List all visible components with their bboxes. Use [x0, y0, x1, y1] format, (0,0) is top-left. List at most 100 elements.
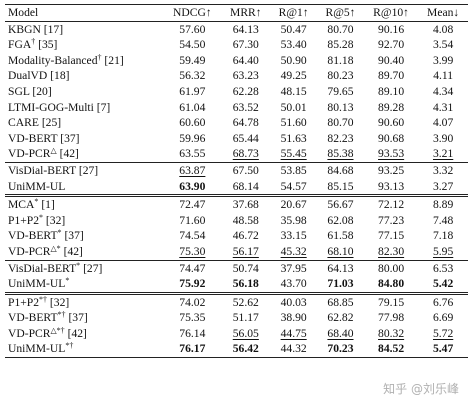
cell-r10: 90.68 [378, 131, 405, 145]
cell-mrr: 52.62 [232, 295, 259, 309]
cell-mean: 3.21 [432, 147, 454, 161]
cell-mrr: 37.68 [232, 198, 259, 212]
table-row: FGA† [35] 54.50 67.30 53.40 85.28 92.70 3.54 [5, 37, 468, 53]
model-citation: [42] [64, 326, 87, 340]
cell-mean: 4.31 [432, 100, 454, 114]
model-superscript: † [31, 37, 36, 47]
cell-r1: 50.01 [280, 100, 307, 114]
model-superscript: * [39, 212, 44, 222]
header-mrr: MRR↑ [230, 6, 262, 19]
model-name: LTMI-GOG-Multi [7] [8, 100, 111, 114]
model-superscript: △ [50, 146, 57, 156]
cell-mean: 6.76 [432, 295, 454, 309]
model-name: FGA† [35] [8, 37, 58, 52]
model-citation: [32] [43, 213, 66, 227]
cell-mrr: 64.13 [232, 22, 259, 36]
cell-r5: 56.67 [327, 198, 354, 212]
table-row: LTMI-GOG-Multi [7] 61.04 63.52 50.01 80.13 89… [5, 100, 468, 116]
cell-r5: 68.10 [327, 244, 354, 258]
model-superscript: * [57, 228, 62, 238]
cell-mrr: 63.23 [232, 69, 259, 83]
table-row: VD-BERT* [37] 74.54 46.72 33.15 61.58 77.15 7.… [5, 228, 468, 244]
row-group: VisDial-BERT [27] 63.87 67.50 53.85 84.68 93.… [5, 162, 468, 195]
cell-r10: 84.52 [378, 342, 405, 356]
cell-mrr: 56.05 [232, 326, 259, 340]
cell-r5: 84.68 [327, 163, 354, 177]
cell-ndcg: 71.60 [179, 213, 206, 227]
cell-ndcg: 59.49 [179, 53, 206, 67]
model-name: P1+P2*† [32] [8, 294, 70, 309]
model-name: Modality-Balanced† [21] [8, 52, 124, 67]
cell-r10: 89.28 [378, 100, 405, 114]
table-row: Modality-Balanced† [21] 59.49 64.40 50.90 81… [5, 53, 468, 69]
table-row: VisDial-BERT [27] 63.87 67.50 53.85 84.68 93.… [5, 162, 468, 178]
model-superscript: △* [50, 243, 61, 253]
cell-r10: 93.13 [378, 179, 405, 193]
model-citation: [37] [61, 229, 84, 243]
cell-r10: 77.23 [378, 213, 405, 227]
model-name: CARE [25] [8, 116, 62, 130]
table-row: MCA* [1] 72.47 37.68 20.67 56.67 72.12 8.89 [5, 196, 468, 213]
cell-ndcg: 54.50 [179, 38, 206, 52]
cell-ndcg: 57.60 [179, 22, 206, 36]
cell-r5: 61.58 [327, 229, 354, 243]
model-citation: [1] [38, 198, 55, 212]
cell-mrr: 50.74 [232, 261, 259, 275]
cell-mrr: 51.17 [232, 311, 259, 325]
model-name: P1+P2* [32] [8, 212, 66, 227]
cell-r5: 80.70 [327, 22, 354, 36]
cell-r10: 93.53 [378, 147, 405, 161]
cell-mrr: 68.73 [232, 147, 259, 161]
model-superscript: * [76, 260, 81, 270]
table-header: Model NDCG↑ MRR↑ R@1↑ R@5↑ R@10↑ Mean↓ [5, 4, 468, 22]
header-row: Model NDCG↑ MRR↑ R@1↑ R@5↑ R@10↑ Mean↓ [5, 5, 468, 22]
cell-r5: 79.65 [327, 84, 354, 98]
row-group: P1+P2*† [32] 74.02 52.62 40.03 68.85 79.15 6.7… [5, 293, 468, 341]
cell-r1: 40.03 [280, 295, 307, 309]
cell-r10: 93.25 [378, 163, 405, 177]
cell-r10: 79.15 [378, 295, 405, 309]
cell-ndcg: 76.17 [179, 342, 206, 356]
cell-mean: 6.69 [432, 311, 454, 325]
cell-ndcg: 60.60 [179, 116, 206, 130]
cell-ndcg: 74.47 [179, 261, 206, 275]
results-table: Model NDCG↑ MRR↑ R@1↑ R@5↑ R@10↑ Mean↓ KBGN [1… [5, 4, 468, 358]
cell-r10: 77.98 [378, 311, 405, 325]
cell-r1: 49.25 [280, 69, 307, 83]
cell-ndcg: 56.32 [179, 69, 206, 83]
cell-r1: 53.85 [280, 163, 307, 177]
row-group: MCA* [1] 72.47 37.68 20.67 56.67 72.12 8.89 P1+… [5, 195, 468, 260]
table-row: CARE [25] 60.60 64.78 51.60 80.70 90.60 4.07 [5, 115, 468, 131]
cell-mean: 7.18 [432, 229, 454, 243]
cell-r10: 89.10 [378, 84, 405, 98]
cell-ndcg: 76.14 [179, 326, 206, 340]
model-citation: [21] [101, 53, 124, 67]
cell-ndcg: 63.90 [179, 179, 206, 193]
model-superscript: * [34, 197, 39, 207]
cell-mrr: 56.18 [232, 277, 259, 291]
model-superscript: △*† [50, 325, 65, 335]
cell-r5: 85.38 [327, 147, 354, 161]
cell-r1: 44.32 [280, 342, 307, 356]
model-name: DualVD [18] [8, 69, 70, 83]
cell-r10: 92.70 [378, 38, 405, 52]
cell-r5: 80.13 [327, 100, 354, 114]
cell-r1: 45.32 [280, 244, 307, 258]
cell-r5: 64.13 [327, 261, 354, 275]
cell-r10: 80.00 [378, 261, 405, 275]
cell-r5: 62.08 [327, 213, 354, 227]
cell-ndcg: 74.54 [179, 229, 206, 243]
cell-r1: 50.47 [280, 22, 307, 36]
cell-r1: 50.90 [280, 53, 307, 67]
cell-r5: 68.85 [327, 295, 354, 309]
cell-r1: 44.75 [280, 326, 307, 340]
table-row: VD-PCR△* [42] 75.30 56.17 45.32 68.10 82.30 5.… [5, 244, 468, 260]
cell-mean: 3.90 [432, 131, 454, 145]
cell-r1: 55.45 [280, 147, 307, 161]
cell-r10: 80.32 [378, 326, 405, 340]
cell-r1: 35.98 [280, 213, 307, 227]
row-group: VisDial-BERT* [27] 74.47 50.74 37.95 64.13 80… [5, 260, 468, 293]
cell-ndcg: 63.87 [179, 163, 206, 177]
cell-mean: 4.07 [432, 116, 454, 130]
table-row: VD-BERT [37] 59.96 65.44 51.63 82.23 90.68 3.9… [5, 131, 468, 147]
